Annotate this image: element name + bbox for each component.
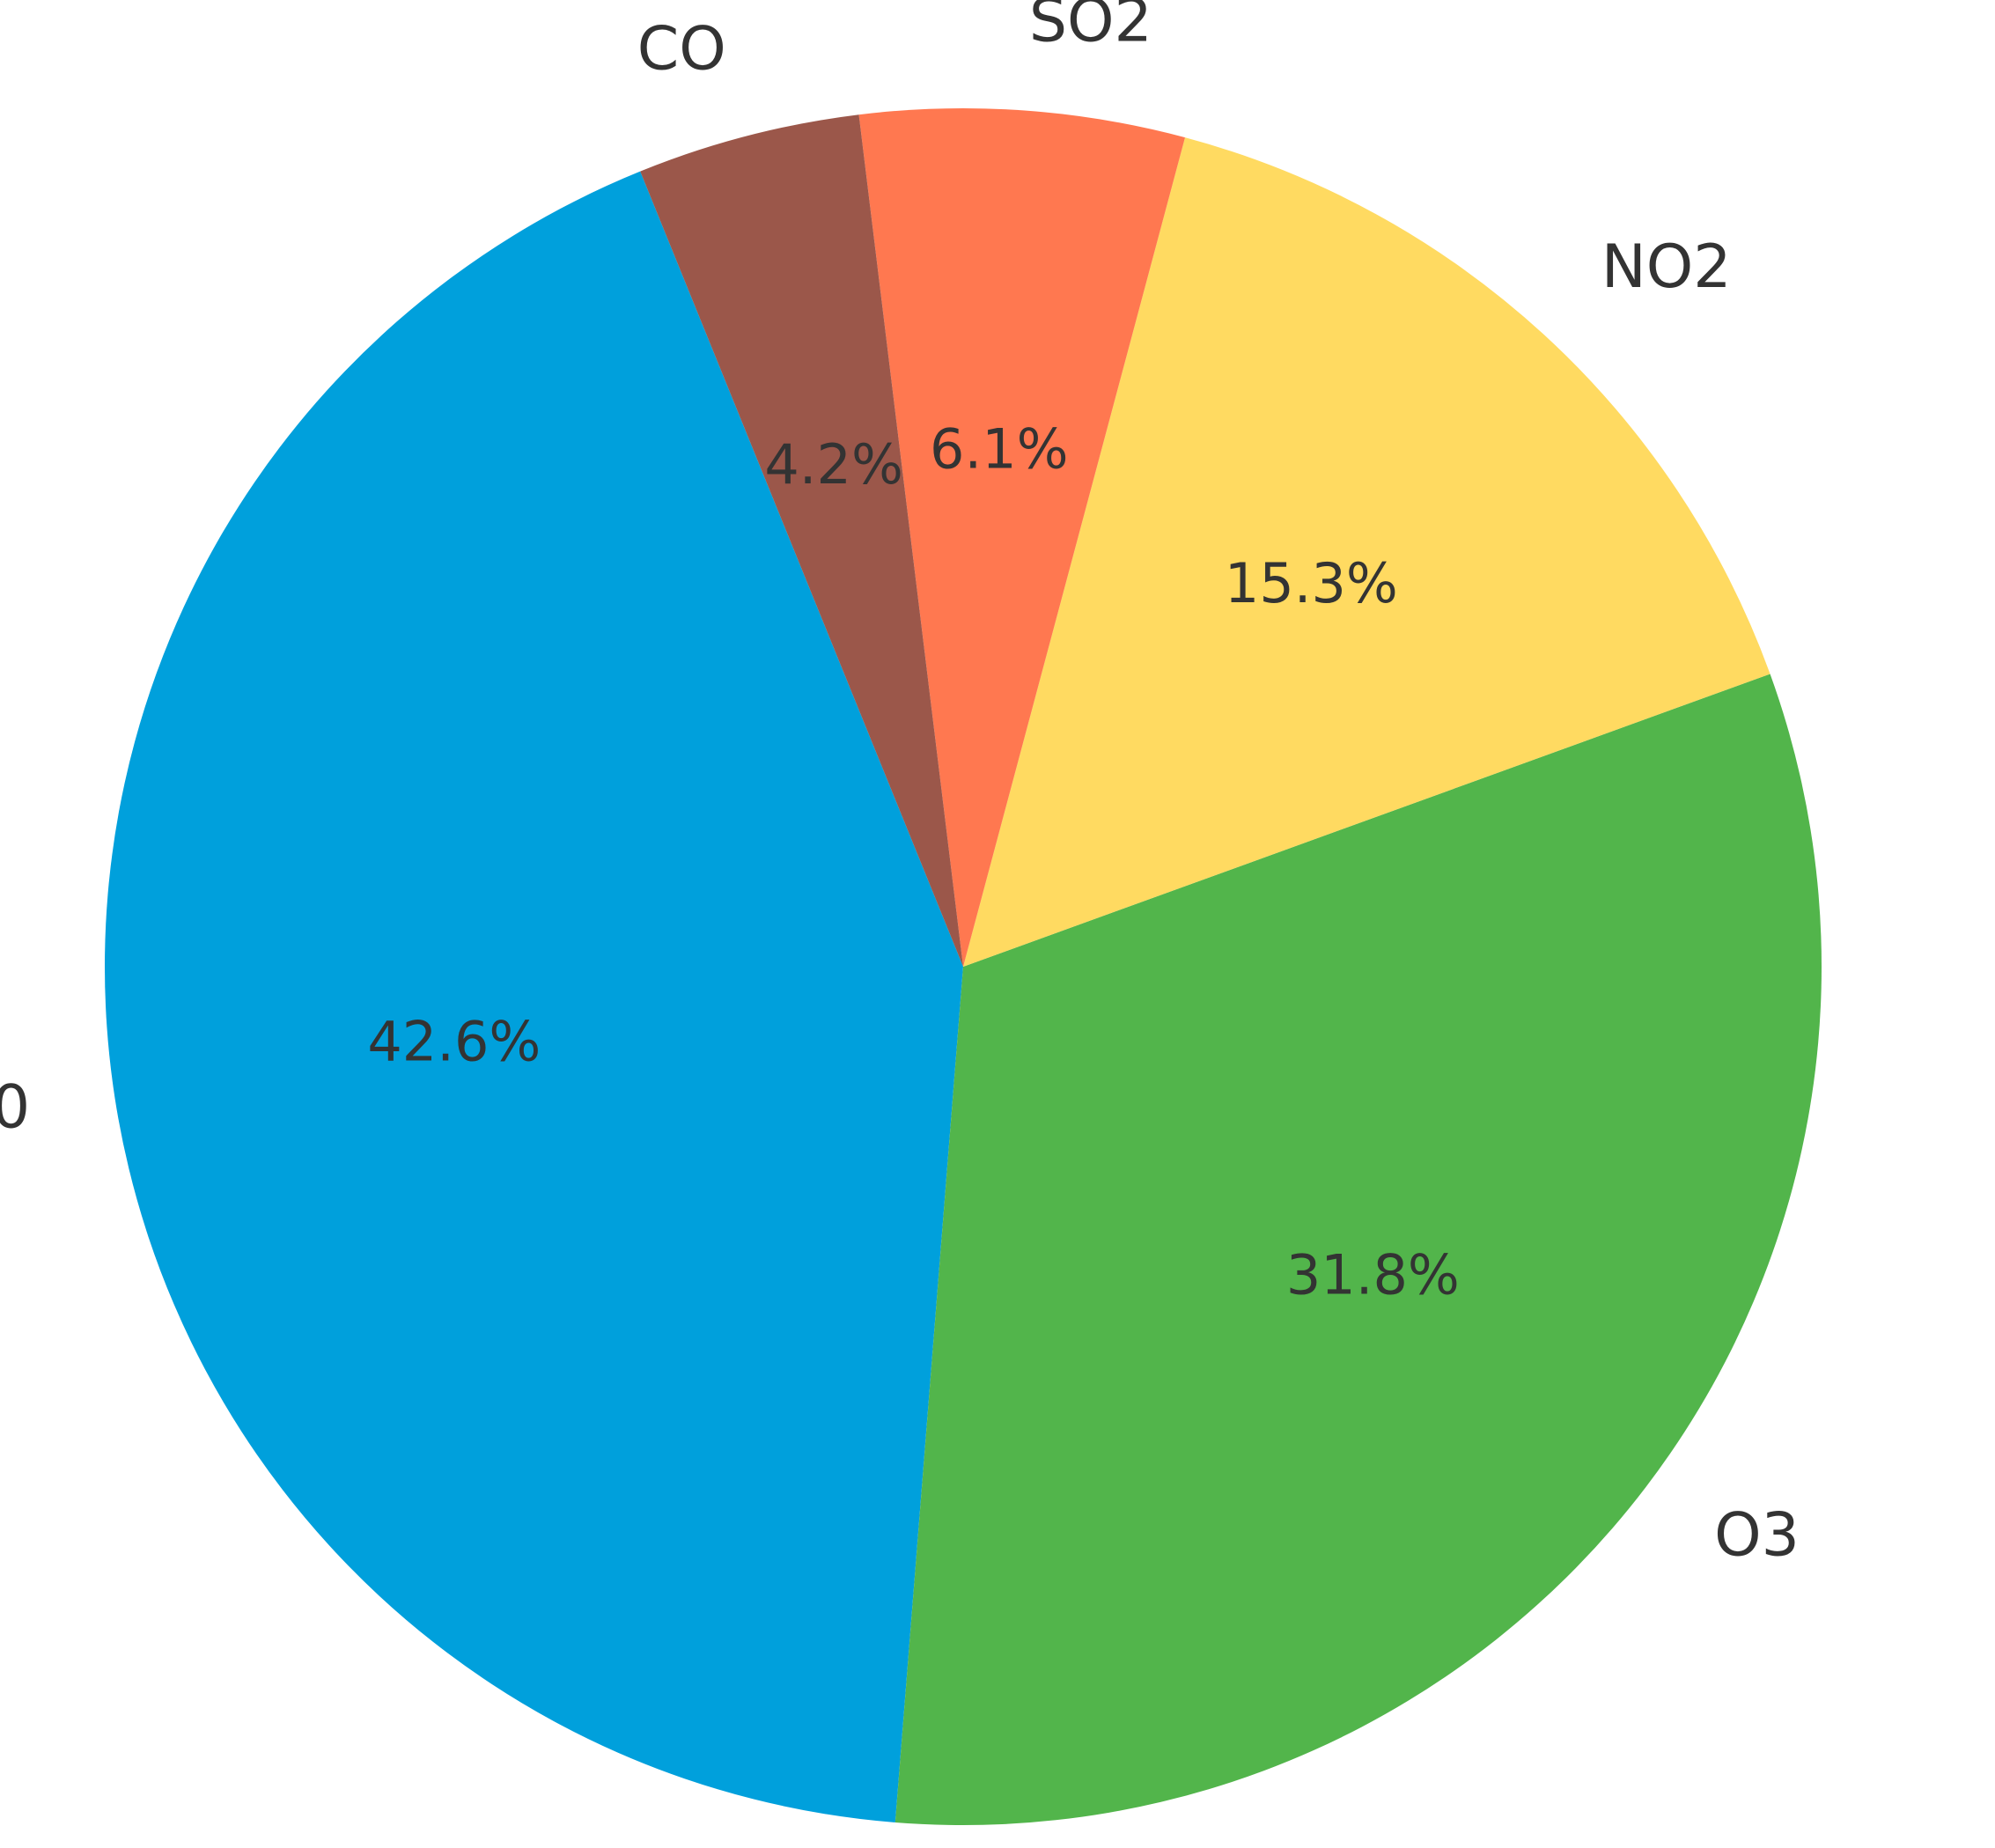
- percent-label-so2: 6.1%: [930, 417, 1069, 482]
- slice-label-no2: NO2: [1601, 232, 1732, 302]
- percent-label-pm10: 42.6%: [367, 1009, 541, 1073]
- slice-label-so2: SO2: [1029, 0, 1152, 56]
- percent-label-co: 4.2%: [764, 432, 903, 497]
- percent-label-no2: 15.3%: [1225, 551, 1398, 615]
- pie-slice-o3: [894, 674, 1822, 1825]
- percent-label-o3: 31.8%: [1286, 1243, 1460, 1307]
- pie-slice-pm10: [105, 171, 963, 1822]
- slice-label-co: CO: [637, 14, 726, 84]
- pie-slice-so2: [858, 108, 1186, 968]
- slice-label-pm10: PM10: [0, 1072, 30, 1142]
- pie-slice-co: [640, 114, 963, 968]
- slice-label-o3: O3: [1714, 1500, 1800, 1570]
- pie-slice-no2: [963, 137, 1770, 968]
